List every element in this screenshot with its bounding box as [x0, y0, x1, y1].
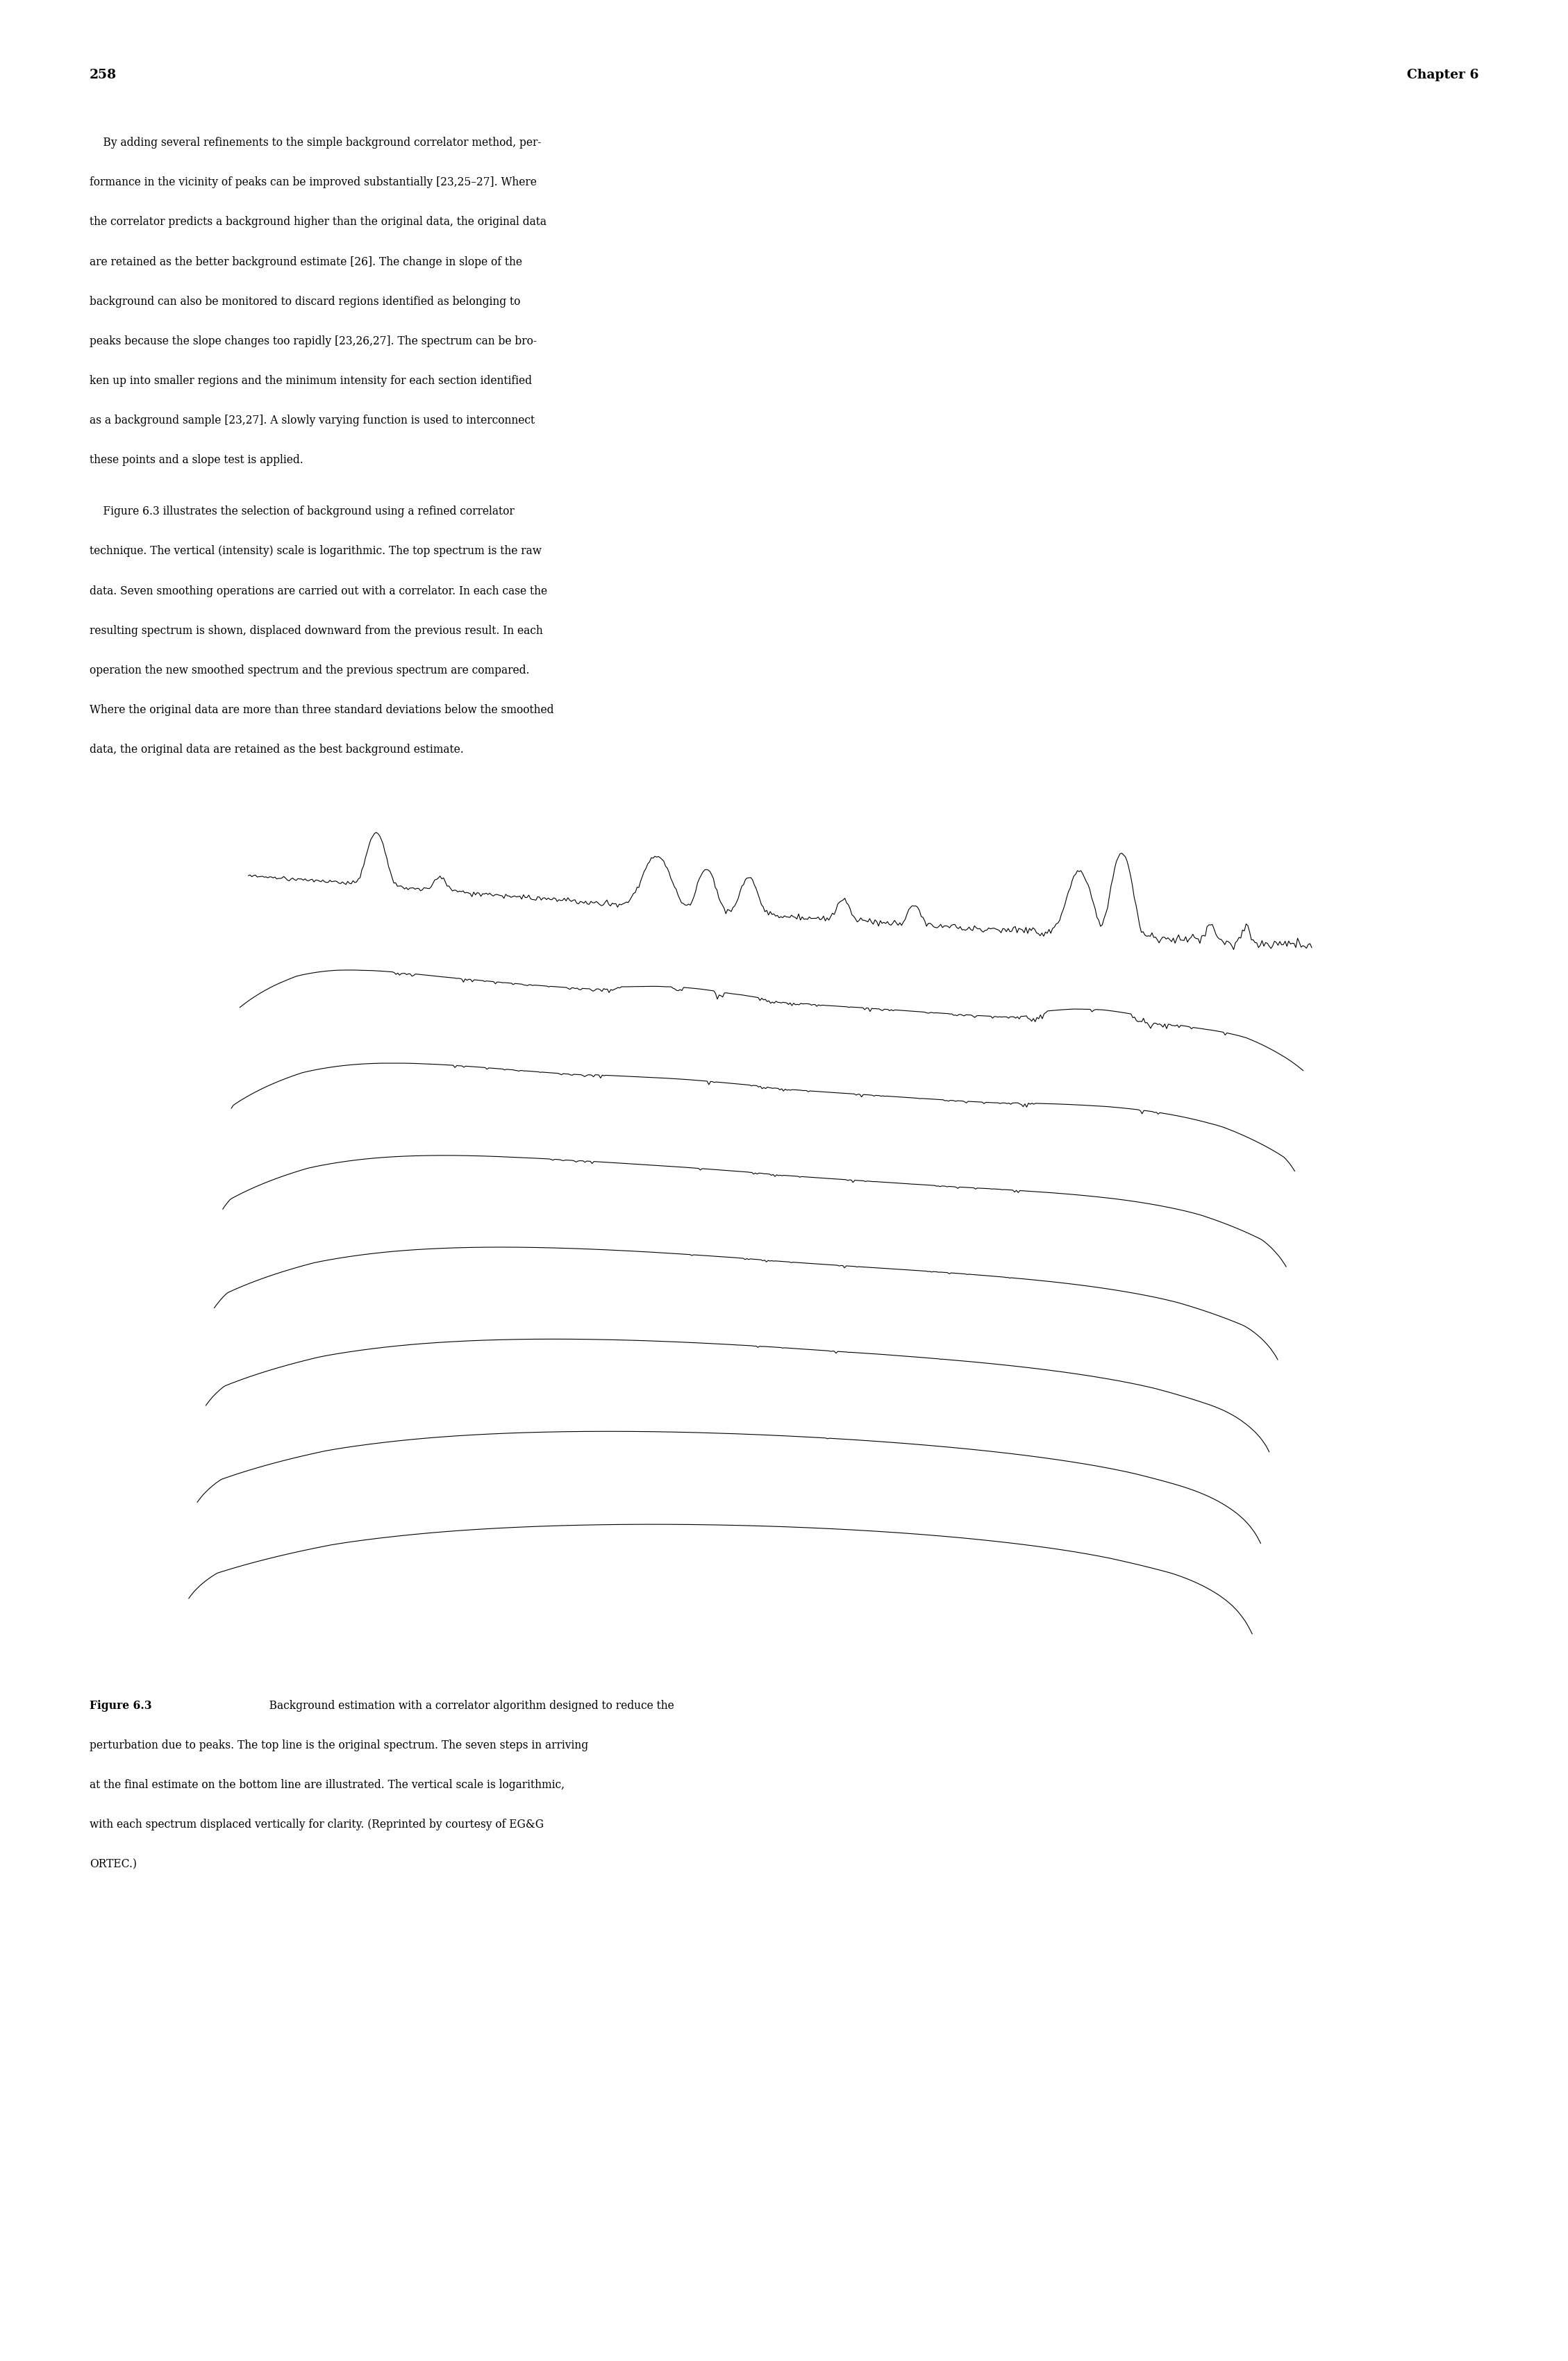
Text: formance in the vicinity of peaks can be improved substantially [23,25–27]. Wher: formance in the vicinity of peaks can be…	[89, 177, 536, 189]
Text: operation the new smoothed spectrum and the previous spectrum are compared.: operation the new smoothed spectrum and …	[89, 663, 530, 675]
Text: resulting spectrum is shown, displaced downward from the previous result. In eac: resulting spectrum is shown, displaced d…	[89, 626, 543, 637]
Text: Figure 6.3: Figure 6.3	[89, 1700, 152, 1712]
Text: ken up into smaller regions and the minimum intensity for each section identifie: ken up into smaller regions and the mini…	[89, 375, 532, 387]
Text: Chapter 6: Chapter 6	[1406, 68, 1479, 80]
Text: By adding several refinements to the simple background correlator method, per-: By adding several refinements to the sim…	[89, 137, 541, 149]
Text: perturbation due to peaks. The top line is the original spectrum. The seven step: perturbation due to peaks. The top line …	[89, 1740, 588, 1752]
Text: 258: 258	[89, 68, 116, 80]
Text: Background estimation with a correlator algorithm designed to reduce the: Background estimation with a correlator …	[259, 1700, 674, 1712]
Text: are retained as the better background estimate [26]. The change in slope of the: are retained as the better background es…	[89, 255, 522, 267]
Text: at the final estimate on the bottom line are illustrated. The vertical scale is : at the final estimate on the bottom line…	[89, 1780, 564, 1792]
Text: Where the original data are more than three standard deviations below the smooth: Where the original data are more than th…	[89, 704, 554, 715]
Text: background can also be monitored to discard regions identified as belonging to: background can also be monitored to disc…	[89, 295, 521, 307]
Text: with each spectrum displaced vertically for clarity. (Reprinted by courtesy of E: with each spectrum displaced vertically …	[89, 1818, 544, 1830]
Text: peaks because the slope changes too rapidly [23,26,27]. The spectrum can be bro-: peaks because the slope changes too rapi…	[89, 335, 536, 347]
Text: data, the original data are retained as the best background estimate.: data, the original data are retained as …	[89, 744, 464, 756]
Text: technique. The vertical (intensity) scale is logarithmic. The top spectrum is th: technique. The vertical (intensity) scal…	[89, 545, 541, 557]
Text: as a background sample [23,27]. A slowly varying function is used to interconnec: as a background sample [23,27]. A slowly…	[89, 416, 535, 427]
Text: data. Seven smoothing operations are carried out with a correlator. In each case: data. Seven smoothing operations are car…	[89, 586, 547, 597]
Text: Figure 6.3 illustrates the selection of background using a refined correlator: Figure 6.3 illustrates the selection of …	[89, 505, 514, 517]
Text: ORTEC.): ORTEC.)	[89, 1858, 136, 1870]
Text: these points and a slope test is applied.: these points and a slope test is applied…	[89, 453, 303, 465]
Text: the correlator predicts a background higher than the original data, the original: the correlator predicts a background hig…	[89, 217, 546, 229]
